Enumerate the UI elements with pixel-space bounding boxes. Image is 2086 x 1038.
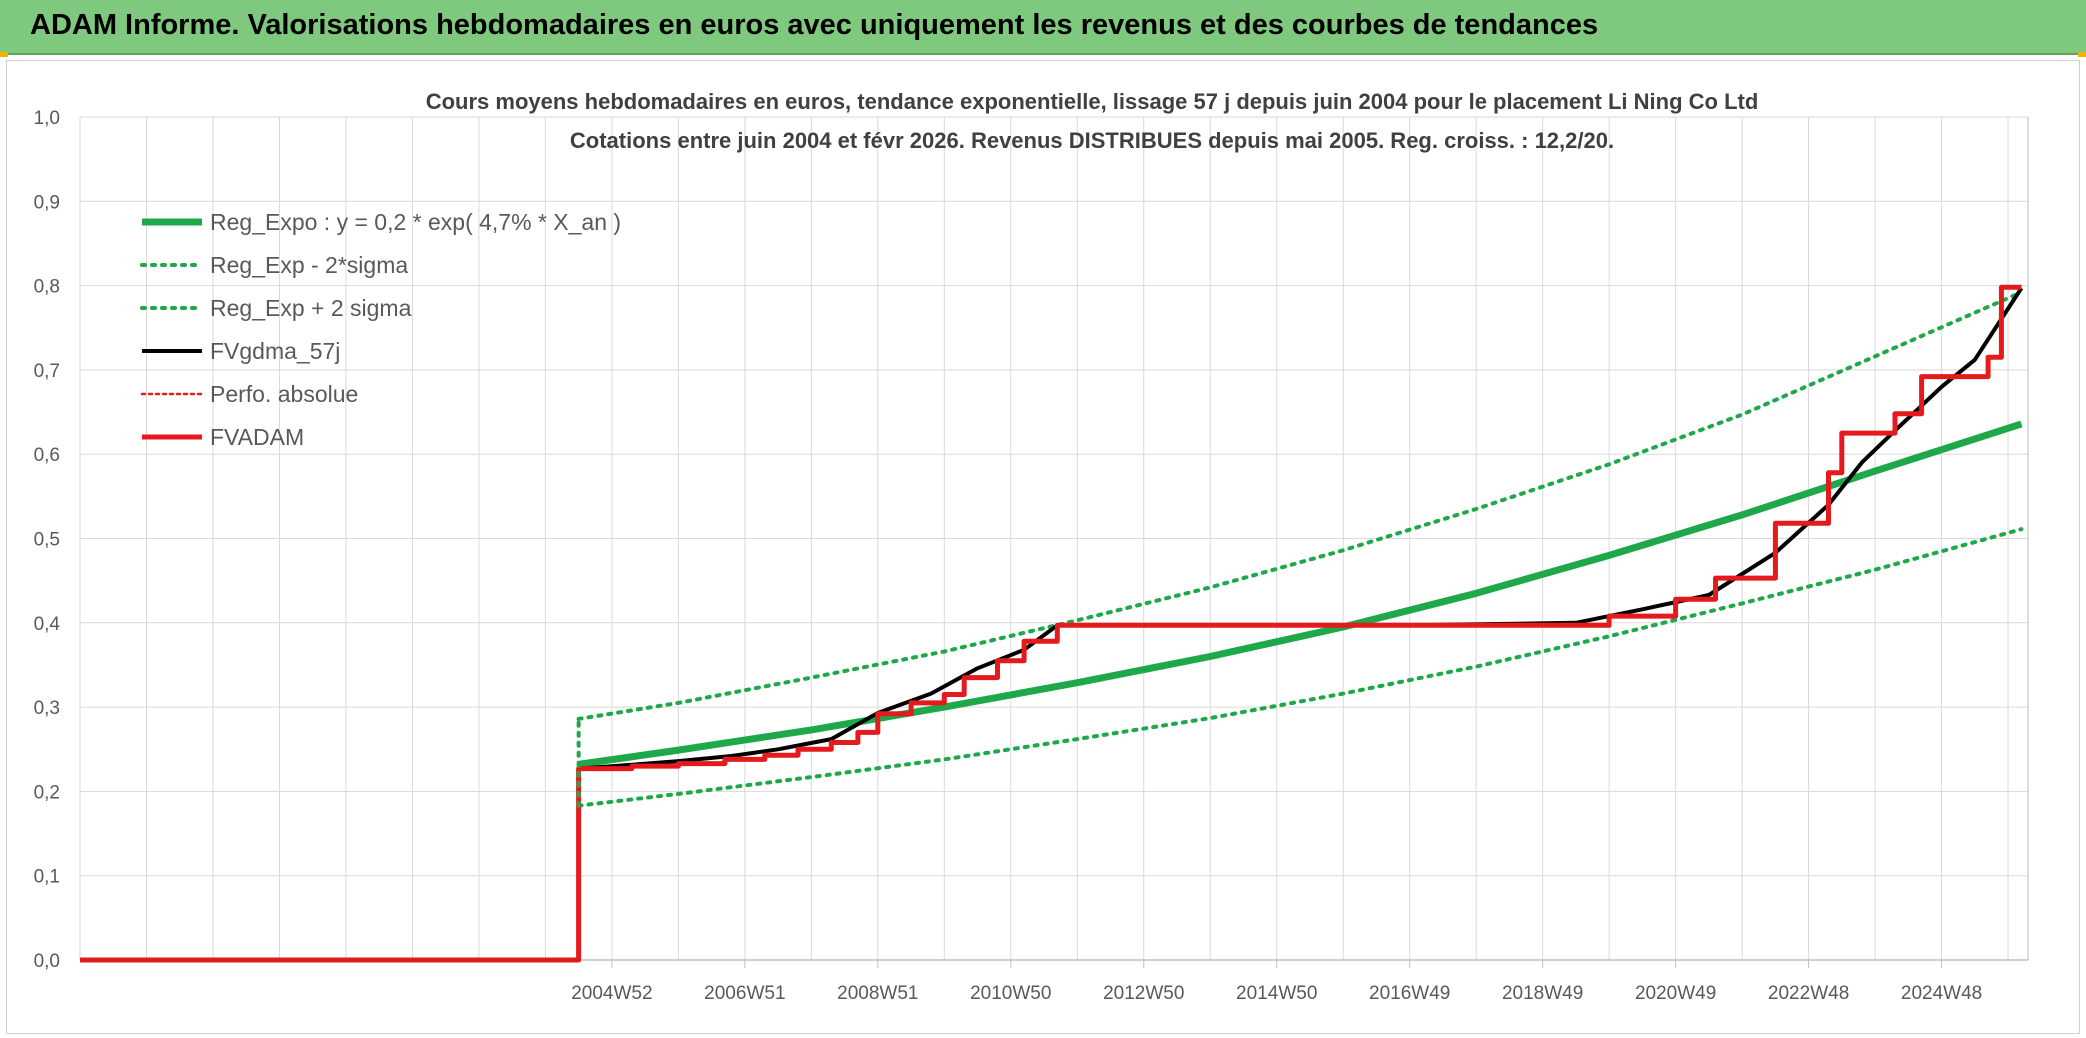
legend-label: Reg_Exp + 2 sigma: [210, 295, 412, 321]
legend-label: Perfo. absolue: [210, 381, 358, 407]
y-tick-label: 0,8: [34, 277, 60, 298]
y-tick-label: 0,7: [34, 361, 60, 382]
x-axis: 2004W52 2006W51 2008W51 2010W50 2012W50 2014W…: [571, 960, 1982, 1004]
y-tick-label: 0,5: [34, 530, 60, 551]
chart-series: [80, 284, 2024, 963]
chart-grid: [79, 116, 2029, 961]
chart-frame: [6, 60, 2080, 1034]
series-line-3: [578, 287, 2024, 771]
chart-subtitle: Cotations entre juin 2004 et févr 2026. …: [570, 128, 1614, 153]
y-tick-label: 0,9: [34, 192, 60, 213]
series-line-0: [578, 420, 2023, 768]
y-tick-label: 0,4: [34, 614, 61, 635]
corner-marker-left: [0, 52, 8, 57]
series-line-2: [576, 290, 2024, 721]
x-tick-label: 2012W50: [1103, 983, 1184, 1004]
x-tick-label: 2006W51: [704, 983, 785, 1004]
x-tick-label: 2004W52: [571, 983, 652, 1004]
page-title: ADAM Informe. Valorisations hebdomadaire…: [30, 9, 1599, 41]
y-tick-label: 0,6: [34, 445, 60, 466]
x-tick-label: 2014W50: [1236, 983, 1317, 1004]
y-tick-label: 0,2: [34, 782, 60, 803]
y-tick-label: 1,0: [34, 108, 60, 129]
series-line-5: [80, 284, 2022, 963]
x-tick-label: 2008W51: [837, 983, 918, 1004]
chart-title: Cours moyens hebdomadaires en euros, ten…: [426, 89, 1759, 114]
legend-label: Reg_Expo : y = 0,2 * exp( 4,7% * X_an ): [210, 209, 621, 235]
legend: Reg_Expo : y = 0,2 * exp( 4,7% * X_an ) R…: [140, 209, 621, 450]
x-tick-label: 2010W50: [970, 983, 1051, 1004]
y-tick-label: 0,3: [34, 698, 60, 719]
x-tick-label: 2020W49: [1635, 983, 1716, 1004]
legend-label: FVgdma_57j: [210, 338, 340, 364]
corner-marker-right: [2078, 52, 2086, 57]
y-tick-label: 0,0: [34, 951, 60, 972]
page-header: ADAM Informe. Valorisations hebdomadaire…: [0, 0, 2086, 55]
x-tick-label: 2018W49: [1502, 983, 1583, 1004]
x-tick-label: 2024W48: [1901, 983, 1982, 1004]
legend-label: FVADAM: [210, 424, 304, 450]
x-tick-label: 2016W49: [1369, 983, 1450, 1004]
legend-label: Reg_Exp - 2*sigma: [210, 252, 408, 278]
y-axis: 0,0 0,1 0,2 0,3 0,4 0,5 0,6 0,7 0,8 0,9 1,0: [34, 108, 61, 972]
series-line-1: [576, 527, 2024, 808]
x-tick-label: 2022W48: [1768, 983, 1849, 1004]
y-tick-label: 0,1: [34, 867, 60, 888]
